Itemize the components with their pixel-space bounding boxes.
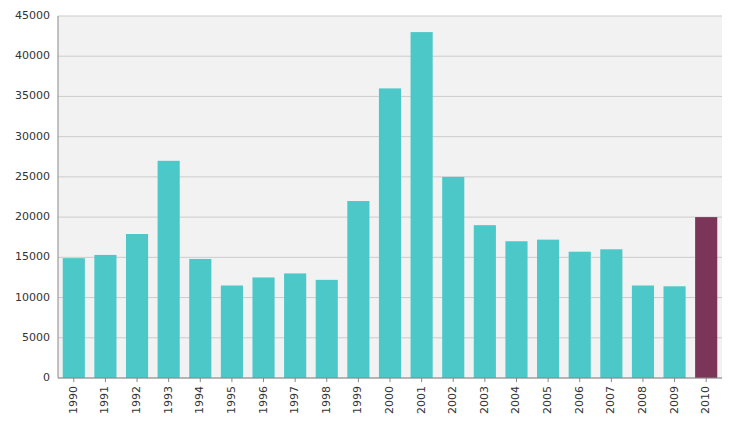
bar <box>537 240 559 378</box>
x-tick <box>642 378 643 382</box>
x-tick-label: 2002 <box>446 386 459 414</box>
bar <box>189 259 211 378</box>
grid-line <box>58 16 722 17</box>
x-tick <box>579 378 580 382</box>
plot-background <box>58 16 722 378</box>
x-tick-label: 1995 <box>225 386 238 414</box>
y-tick-label: 0 <box>43 371 50 384</box>
x-tick <box>484 378 485 382</box>
x-tick <box>421 378 422 382</box>
y-tick-label: 15000 <box>15 250 50 263</box>
y-tick-label: 30000 <box>15 130 50 143</box>
x-tick-label: 2006 <box>573 386 586 414</box>
y-tick-label: 35000 <box>15 89 50 102</box>
x-tick <box>358 378 359 382</box>
x-tick-label: 2004 <box>509 386 522 414</box>
x-tick <box>674 378 675 382</box>
bar <box>94 255 116 378</box>
x-tick <box>105 378 106 382</box>
grid-line <box>58 56 722 57</box>
bars <box>63 32 718 378</box>
bar <box>221 285 243 378</box>
y-axis-line <box>58 16 59 378</box>
bar <box>284 273 306 378</box>
x-tick <box>200 378 201 382</box>
x-tick-label: 1996 <box>257 386 270 414</box>
x-tick <box>706 378 707 382</box>
x-tick-label: 2010 <box>699 386 712 414</box>
bar <box>316 280 338 378</box>
bar <box>569 252 591 378</box>
y-tick-label: 25000 <box>15 170 50 183</box>
x-tick <box>73 378 74 382</box>
x-tick-label: 1999 <box>351 386 364 414</box>
bar <box>252 277 274 378</box>
y-tick-label: 40000 <box>15 49 50 62</box>
x-tick <box>516 378 517 382</box>
x-tick-label: 1997 <box>288 386 301 414</box>
bar <box>379 88 401 378</box>
x-tick-label: 2007 <box>604 386 617 414</box>
x-tick <box>168 378 169 382</box>
x-axis: 1990 1991 1992 1993 1994 1995 1996 1997 1998 1999… <box>67 378 712 414</box>
x-tick-label: 2008 <box>636 386 649 414</box>
x-tick <box>263 378 264 382</box>
x-tick-label: 2009 <box>668 386 681 414</box>
x-tick <box>326 378 327 382</box>
x-tick-label: 1993 <box>162 386 175 414</box>
bar <box>63 258 85 378</box>
chart-svg: 0 5000 10000 15000 20000 25000 30000 35000 40000… <box>0 0 738 430</box>
bar <box>126 234 148 378</box>
x-tick <box>295 378 296 382</box>
y-grid <box>58 16 722 378</box>
bar <box>632 285 654 378</box>
x-tick-label: 2003 <box>478 386 491 414</box>
x-tick-label: 2005 <box>541 386 554 414</box>
x-tick-label: 1998 <box>320 386 333 414</box>
bar <box>442 177 464 378</box>
x-tick-label: 1990 <box>67 386 80 414</box>
y-tick-labels: 0 5000 10000 15000 20000 25000 30000 35000 40000… <box>15 9 50 384</box>
x-tick <box>137 378 138 382</box>
chart-container: 0 5000 10000 15000 20000 25000 30000 35000 40000… <box>0 0 738 430</box>
bar <box>347 201 369 378</box>
bar <box>474 225 496 378</box>
bar <box>158 161 180 378</box>
x-tick <box>231 378 232 382</box>
bar <box>664 286 686 378</box>
x-tick <box>453 378 454 382</box>
x-tick-label: 2001 <box>415 386 428 414</box>
y-tick-label: 45000 <box>15 9 50 22</box>
x-tick-label: 1992 <box>130 386 143 414</box>
x-tick-label: 2000 <box>383 386 396 414</box>
x-tick <box>548 378 549 382</box>
x-tick <box>390 378 391 382</box>
x-tick-label: 1994 <box>193 386 206 414</box>
x-tick <box>611 378 612 382</box>
y-tick-label: 5000 <box>22 331 50 344</box>
bar <box>505 241 527 378</box>
bar <box>411 32 433 378</box>
y-tick-label: 20000 <box>15 210 50 223</box>
y-tick-label: 10000 <box>15 291 50 304</box>
bar <box>600 249 622 378</box>
x-tick-label: 1991 <box>98 386 111 414</box>
bar <box>695 217 717 378</box>
